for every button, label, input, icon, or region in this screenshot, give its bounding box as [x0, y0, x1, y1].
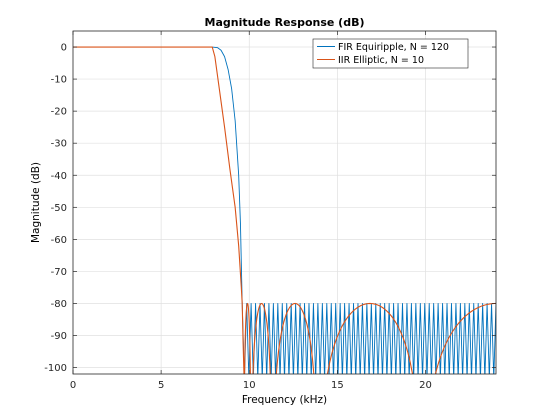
y-tick-label: -70: [51, 267, 67, 278]
x-tick-label: 15: [331, 380, 344, 391]
legend-box: [312, 38, 469, 69]
y-tick-label: -20: [51, 107, 67, 118]
y-tick-label: -80: [51, 299, 67, 310]
legend: FIR Equiripple, N = 120 IIR Elliptic, N …: [312, 38, 469, 69]
y-tick-label: -50: [51, 203, 67, 214]
y-tick-label: 0: [61, 43, 67, 54]
x-tick-label: 0: [70, 380, 76, 391]
y-tick-label: -90: [51, 331, 67, 342]
series-layer: [73, 46, 496, 374]
y-tick-label: -30: [51, 139, 67, 150]
x-tick-label: 10: [243, 380, 256, 391]
x-tick-label: 20: [419, 380, 432, 391]
y-tick-label: -60: [51, 235, 67, 246]
x-tick-label: 5: [158, 380, 164, 391]
x-axis-label: Frequency (kHz): [242, 394, 327, 406]
plot-frame: [72, 30, 497, 375]
plot-area: [73, 31, 496, 374]
y-tick-label: -100: [44, 363, 67, 374]
y-axis-label: Magnitude (dB): [30, 162, 42, 243]
legend-entry-fir: FIR Equiripple, N = 120: [338, 42, 449, 53]
series-line-fir-equiripple: [73, 46, 496, 374]
chart-title: Magnitude Response (dB): [205, 16, 365, 29]
axis-ticks: 0 5 10 15 20 0 -10 -20 -30 -40 -50 -60 -70 -80 -90 -100: [44, 31, 496, 391]
y-tick-label: -40: [51, 171, 67, 182]
series-line-iir-elliptic: [73, 46, 496, 374]
y-tick-label: -10: [51, 75, 67, 86]
legend-entry-iir: IIR Elliptic, N = 10: [338, 55, 424, 66]
